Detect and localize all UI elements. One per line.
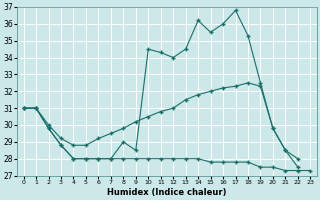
X-axis label: Humidex (Indice chaleur): Humidex (Indice chaleur) xyxy=(107,188,227,197)
